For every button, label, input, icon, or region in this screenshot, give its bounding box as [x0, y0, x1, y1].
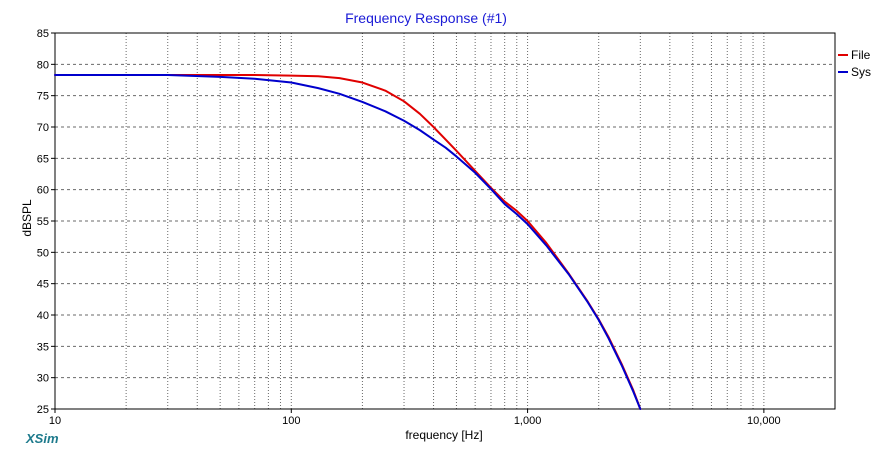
x-axis-ticks: 10 100 1,000 10,000: [49, 409, 781, 427]
y-tick-label: 45: [37, 279, 49, 291]
y-tick-label: 25: [37, 404, 49, 416]
x-tick-label: 10: [49, 415, 61, 427]
y-tick-label: 70: [37, 122, 49, 134]
y-tick-label: 55: [37, 216, 49, 228]
y-tick-label: 40: [37, 310, 49, 322]
brand-logo-text: XSim: [25, 431, 59, 446]
legend: File Sys: [838, 48, 871, 79]
y-tick-label: 85: [37, 28, 49, 40]
y-axis-ticks: 25 30 35 40 45 50 55 60 65 70 75 80 85: [37, 28, 55, 416]
y-tick-label: 65: [37, 153, 49, 165]
legend-label-file: File: [851, 48, 871, 62]
y-tick-label: 50: [37, 247, 49, 259]
y-tick-label: 80: [37, 59, 49, 71]
y-tick-label: 30: [37, 373, 49, 385]
x-tick-label: 10,000: [747, 415, 781, 427]
series-line-sys: [54, 73, 642, 410]
legend-label-sys: Sys: [851, 65, 871, 79]
x-tick-label: 1,000: [514, 415, 542, 427]
chart-title: Frequency Response (#1): [345, 10, 507, 26]
series-lines: [54, 73, 642, 410]
x-tick-label: 100: [282, 415, 300, 427]
grid: [55, 33, 835, 409]
series-line-file: [54, 73, 642, 410]
y-tick-label: 75: [37, 91, 49, 103]
y-tick-label: 35: [37, 341, 49, 353]
x-axis-label: frequency [Hz]: [405, 428, 482, 442]
y-axis-label: dBSPL: [20, 199, 34, 237]
y-tick-label: 60: [37, 185, 49, 197]
